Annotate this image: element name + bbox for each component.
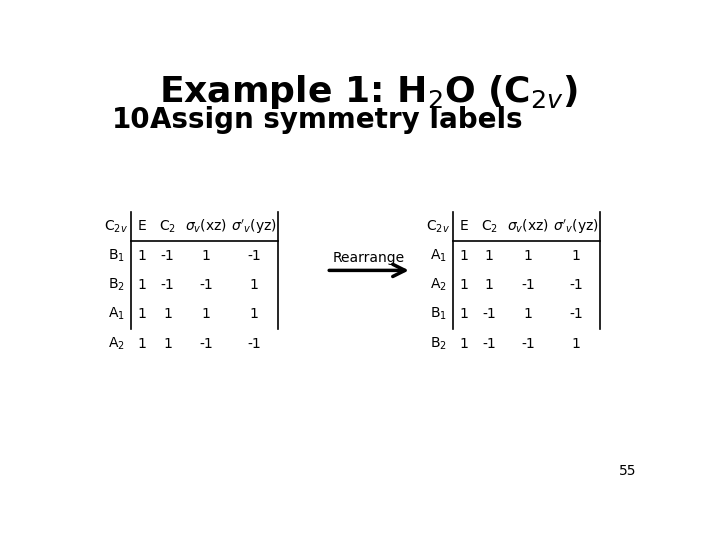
Text: C$_{2v}$: C$_{2v}$ [426, 218, 450, 235]
Text: E: E [459, 219, 468, 233]
Text: 1: 1 [485, 249, 494, 263]
Text: $\sigma'_v$(yz): $\sigma'_v$(yz) [553, 218, 599, 235]
Text: 1: 1 [138, 307, 146, 321]
Text: -1: -1 [482, 307, 496, 321]
Text: 1: 1 [202, 249, 211, 263]
Text: 1: 1 [572, 336, 580, 350]
Text: Assign symmetry labels: Assign symmetry labels [150, 106, 523, 134]
Text: 1: 1 [459, 249, 468, 263]
Text: B$_1$: B$_1$ [430, 306, 446, 322]
Text: 55: 55 [619, 464, 636, 478]
Text: C$_2$: C$_2$ [159, 218, 176, 235]
Text: B$_2$: B$_2$ [108, 277, 125, 293]
Text: B$_2$: B$_2$ [430, 335, 446, 352]
Text: 1: 1 [485, 278, 494, 292]
Text: -1: -1 [199, 278, 213, 292]
Text: $\sigma'_v$(yz): $\sigma'_v$(yz) [231, 218, 277, 235]
Text: E: E [138, 219, 146, 233]
Text: 1: 1 [250, 307, 258, 321]
Text: 1: 1 [459, 307, 468, 321]
Text: 1: 1 [523, 249, 532, 263]
Text: 1: 1 [163, 307, 172, 321]
Text: B$_1$: B$_1$ [108, 247, 125, 264]
Text: -1: -1 [248, 249, 261, 263]
Text: 1: 1 [138, 336, 146, 350]
Text: 1: 1 [523, 307, 532, 321]
Text: 1: 1 [163, 336, 172, 350]
Text: 1: 1 [459, 278, 468, 292]
Text: A$_1$: A$_1$ [108, 306, 125, 322]
Text: A$_2$: A$_2$ [108, 335, 125, 352]
Text: -1: -1 [248, 336, 261, 350]
Text: -1: -1 [161, 278, 174, 292]
Text: -1: -1 [569, 307, 582, 321]
Text: $\sigma_v$(xz): $\sigma_v$(xz) [507, 218, 549, 235]
Text: -1: -1 [482, 336, 496, 350]
Text: 1: 1 [202, 307, 211, 321]
Text: A$_2$: A$_2$ [430, 277, 446, 293]
Text: -1: -1 [521, 278, 535, 292]
Text: 1: 1 [250, 278, 258, 292]
Text: C$_2$: C$_2$ [481, 218, 498, 235]
Text: Rearrange: Rearrange [333, 251, 405, 265]
Text: -1: -1 [521, 336, 535, 350]
Text: -1: -1 [199, 336, 213, 350]
Text: 1: 1 [138, 249, 146, 263]
Text: A$_1$: A$_1$ [430, 247, 446, 264]
Text: $\sigma_v$(xz): $\sigma_v$(xz) [185, 218, 228, 235]
Text: -1: -1 [569, 278, 582, 292]
Text: -1: -1 [161, 249, 174, 263]
Text: Example 1: H$_2$O (C$_{2v}$): Example 1: H$_2$O (C$_{2v}$) [159, 73, 579, 111]
Text: C$_{2v}$: C$_{2v}$ [104, 218, 128, 235]
Text: 1: 1 [138, 278, 146, 292]
Text: 10.: 10. [112, 106, 161, 134]
Text: 1: 1 [459, 336, 468, 350]
Text: 1: 1 [572, 249, 580, 263]
